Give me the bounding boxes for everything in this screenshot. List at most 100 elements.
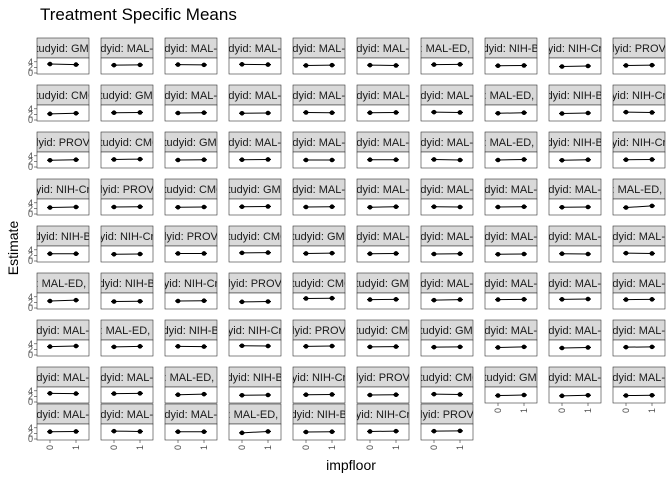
data-point <box>201 62 207 68</box>
data-point <box>559 204 565 210</box>
facet-plot-area <box>292 57 346 75</box>
chart-title: Treatment Specific Means <box>40 5 237 24</box>
facet-plot-area <box>228 245 282 263</box>
facet-panel: studyid: MAL-ED 0 1 <box>534 366 617 413</box>
facet-plot-area <box>100 386 154 404</box>
data-point <box>201 429 207 435</box>
facet-plot-area <box>292 292 346 310</box>
data-point <box>329 204 335 210</box>
facet-strip-label: studyid: MAL-ED <box>342 43 425 55</box>
facet-panel: studyid: MAL-ED <box>420 225 474 263</box>
data-point <box>265 299 271 304</box>
facet-strip-label: studyid: MAL-ED <box>214 137 297 149</box>
data-point <box>175 251 181 256</box>
data-point <box>393 344 399 349</box>
facet-strip-label: studyid: MAL-ED <box>406 184 489 196</box>
data-point <box>649 203 655 209</box>
facet-strip-label: studyid: GMS <box>478 372 544 384</box>
data-point <box>623 250 629 256</box>
facet-panel: studyid: MAL-ED 024 <box>22 366 105 407</box>
y-tick-label: 4 <box>28 198 33 208</box>
facet-strip-label: studyid: MAL-ED <box>278 90 361 102</box>
data-point <box>111 204 117 210</box>
facet-panel: studyid: GMS <box>286 225 352 263</box>
facet-strip-label: studyid: MAL-ED <box>470 278 553 290</box>
facet-panel: studyid: MAL-ED <box>484 319 538 357</box>
facet-panel: studyid: NIH-Birth <box>532 131 618 169</box>
data-point <box>431 344 437 350</box>
facet-panel: studyid: NIH-Crypto <box>207 319 303 357</box>
data-point <box>201 344 207 349</box>
data-point <box>367 62 373 68</box>
data-point <box>329 157 335 163</box>
data-point <box>521 344 527 350</box>
series-line <box>625 205 653 209</box>
data-point <box>47 429 53 435</box>
facet-panel: studyid: CMC 024 <box>28 84 90 125</box>
data-point <box>175 204 181 210</box>
facet-panel: studyid: MAL-ED <box>278 37 361 75</box>
facet-strip-label: studyid: MAL-ED <box>470 231 553 243</box>
facet-strip-label: studyid: MAL-ED <box>406 278 489 290</box>
x-tick-label: 1 <box>519 408 529 413</box>
facet-strip-label: studyid: NIH-Birth <box>20 231 106 243</box>
facet-plot-area <box>420 423 474 441</box>
data-point <box>47 205 53 210</box>
data-point <box>201 251 207 256</box>
facet-strip-label: studyid: MAL-ED <box>22 372 105 384</box>
data-point <box>431 428 437 434</box>
y-tick-label: 2 <box>28 344 33 354</box>
data-point <box>495 157 501 163</box>
facet-strip-label: studyid: MAL-ED <box>470 184 553 196</box>
series-line <box>49 299 77 302</box>
data-point <box>393 110 399 115</box>
data-point <box>303 429 309 435</box>
series-line <box>49 206 77 209</box>
data-point <box>457 428 463 434</box>
y-tick-label: 0 <box>28 434 33 444</box>
y-tick-label: 4 <box>28 57 33 67</box>
facet-strip-label: studyid: MAL-ED <box>278 43 361 55</box>
facet-panel: studyid: MAL-ED <box>548 178 602 216</box>
data-point <box>521 157 527 162</box>
data-point <box>329 62 335 68</box>
x-axis-label: impfloor <box>326 457 376 473</box>
data-point <box>201 204 207 210</box>
facet-strip-label: studyid: MAL-ED <box>150 90 233 102</box>
facet-panel: studyid: NIH-Crypto <box>527 37 623 75</box>
data-point <box>649 110 655 115</box>
facet-strip-label: studyid: GMS <box>286 231 352 243</box>
facet-strip-label: studyid: PROVIDE <box>18 137 108 149</box>
y-tick-label: 0 <box>28 303 33 313</box>
data-point <box>585 345 591 350</box>
data-point <box>175 298 181 304</box>
facet-strip-label: studyid: MAL-ED <box>598 278 672 290</box>
facet-strip-label: studyid: MAL-ED <box>534 372 617 384</box>
facet-panel: studyid: CMC <box>356 319 410 357</box>
data-point <box>111 391 117 396</box>
facet-strip-label: studyid: NIH-Crypto <box>207 325 303 337</box>
data-point <box>73 343 79 349</box>
facet-panel: studyid: NIH-Birth 0 1 <box>292 403 346 450</box>
data-point <box>431 109 437 115</box>
facet-strip-label: studyid: NIH-Crypto <box>527 43 623 55</box>
data-point <box>649 251 655 256</box>
data-point <box>329 392 335 397</box>
facet-strip-label: studyid: PROVIDE <box>338 372 428 384</box>
facet-panel: studyid: MAL-ED <box>100 37 154 75</box>
facet-panel: studyid: NIH-Birth 024 <box>20 225 106 266</box>
y-tick-label: 2 <box>28 109 33 119</box>
facet-strip-label: studyid: MAL-ED, country <box>449 137 574 149</box>
data-point <box>239 62 245 67</box>
facet-panel: studyid: MAL-ED <box>150 84 233 122</box>
facet-strip-label: studyid: CMC <box>222 231 288 243</box>
data-point <box>521 204 527 210</box>
data-point <box>457 110 463 115</box>
facet-plot-area <box>228 339 282 357</box>
facet-strip-label: studyid: NIH-Birth <box>532 137 618 149</box>
data-point <box>393 297 399 302</box>
data-point <box>111 344 117 350</box>
facet-plot-area <box>36 386 90 404</box>
facet-panel: studyid: CMC <box>100 131 154 169</box>
facet-panel: studyid: MAL-ED <box>406 178 489 216</box>
